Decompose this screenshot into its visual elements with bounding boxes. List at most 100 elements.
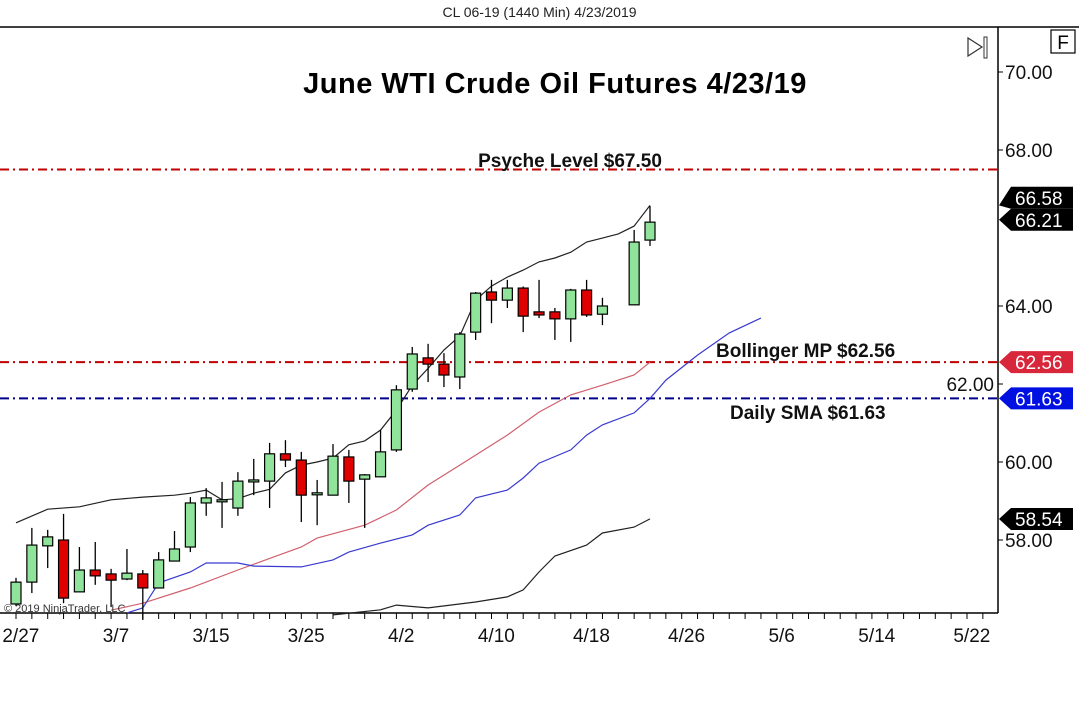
price-tag-shape xyxy=(999,387,1073,410)
x-tick-label: 4/18 xyxy=(573,626,610,647)
level-label-daily_sma: Daily SMA $61.63 xyxy=(730,403,886,424)
candle-body xyxy=(454,333,466,378)
candle-body xyxy=(517,287,529,317)
x-tick-label: 2/27 xyxy=(2,626,39,647)
line-sma_line xyxy=(126,317,762,614)
candle-body xyxy=(184,502,196,548)
price-tag-shape xyxy=(999,351,1073,374)
candle xyxy=(10,577,22,606)
candle-body xyxy=(533,311,545,316)
skip-to-end-icon[interactable] xyxy=(967,36,988,59)
price-tag: 66.21 xyxy=(999,208,1073,232)
price-tag-label: 62.56 xyxy=(1015,353,1063,374)
candle xyxy=(422,343,434,383)
x-tick-label: 4/2 xyxy=(388,626,414,647)
candle-body xyxy=(279,453,292,461)
candle xyxy=(343,449,355,503)
price-tag: 58.54 xyxy=(999,507,1073,531)
candle xyxy=(73,547,86,593)
candle xyxy=(137,570,149,620)
candle-body xyxy=(10,581,22,605)
candle xyxy=(580,279,593,317)
x-tick-label: 3/25 xyxy=(288,626,325,647)
price-tag-label: 61.63 xyxy=(1015,389,1063,410)
candle-body xyxy=(580,289,593,316)
candle-body xyxy=(26,544,38,583)
candle xyxy=(549,307,561,340)
candle-body xyxy=(105,573,117,581)
x-tick-label: 5/14 xyxy=(858,626,895,647)
x-tick-label: 5/22 xyxy=(953,626,990,647)
candle xyxy=(533,279,545,319)
price-tag-label: 58.54 xyxy=(1015,510,1063,531)
y-tick-label: 62.00 xyxy=(946,375,994,396)
candle xyxy=(596,297,609,326)
candle-body xyxy=(137,573,149,589)
candle xyxy=(105,568,117,608)
candle xyxy=(470,291,482,340)
price-tag: 62.56 xyxy=(999,351,1073,374)
y-tick-label: 60.00 xyxy=(1005,453,1053,474)
candle-body xyxy=(153,559,165,589)
candle xyxy=(517,286,529,333)
candle xyxy=(485,279,498,324)
candle xyxy=(279,440,292,468)
candle-body xyxy=(438,363,450,376)
y-tick-label: 64.00 xyxy=(1005,297,1053,318)
candle xyxy=(374,430,387,478)
chart-header: CL 06-19 (1440 Min) 4/23/2019 xyxy=(442,4,637,20)
line-middle xyxy=(110,361,651,611)
candle xyxy=(153,552,165,589)
x-tick-label: 3/7 xyxy=(103,626,129,647)
candle-body xyxy=(248,479,260,483)
level-label-psyche: Psyche Level $67.50 xyxy=(478,151,662,172)
candle-body xyxy=(200,497,212,504)
candle-body xyxy=(501,287,513,301)
candle-body xyxy=(359,474,371,480)
candle-body xyxy=(121,572,133,580)
candle xyxy=(565,288,577,342)
candle xyxy=(438,353,450,388)
f-button[interactable]: F xyxy=(1050,29,1076,54)
x-tick-label: 5/6 xyxy=(768,626,794,647)
price-tag-label: 66.58 xyxy=(1015,189,1063,210)
line-lower_band xyxy=(332,518,651,616)
candle xyxy=(89,541,101,585)
candle-body xyxy=(596,305,609,315)
candle-body xyxy=(89,569,101,577)
candle-body xyxy=(73,569,86,593)
candle-body xyxy=(390,389,402,451)
candle xyxy=(501,279,513,308)
candle-body xyxy=(485,291,498,301)
candle xyxy=(200,488,212,516)
candle xyxy=(232,472,244,516)
candle xyxy=(184,497,196,553)
y-tick-label: 58.00 xyxy=(1005,531,1053,552)
candle-body xyxy=(295,459,307,496)
x-tick-label: 3/15 xyxy=(193,626,230,647)
candle xyxy=(359,474,371,528)
candle-body xyxy=(644,221,656,241)
candle xyxy=(216,481,228,528)
y-tick-label: 68.00 xyxy=(1005,141,1053,162)
candle xyxy=(311,479,323,526)
candle-body xyxy=(327,455,339,496)
price-tag: 66.58 xyxy=(999,186,1073,210)
candle xyxy=(121,548,133,581)
candle-body xyxy=(42,536,54,547)
price-tag: 61.63 xyxy=(999,387,1073,410)
candle xyxy=(327,444,339,496)
candle-body xyxy=(343,456,355,482)
price-tag-shape xyxy=(999,186,1073,209)
price-tag-shape xyxy=(999,208,1073,231)
candle-body xyxy=(168,548,181,562)
candle xyxy=(248,458,260,496)
candle-body xyxy=(374,451,387,478)
candle xyxy=(454,332,466,390)
price-tag-shape xyxy=(999,507,1073,530)
level-label-bollinger_mp: Bollinger MP $62.56 xyxy=(716,341,895,362)
candle-body xyxy=(565,289,577,320)
candle xyxy=(406,346,418,392)
line-upper_band xyxy=(15,205,651,524)
